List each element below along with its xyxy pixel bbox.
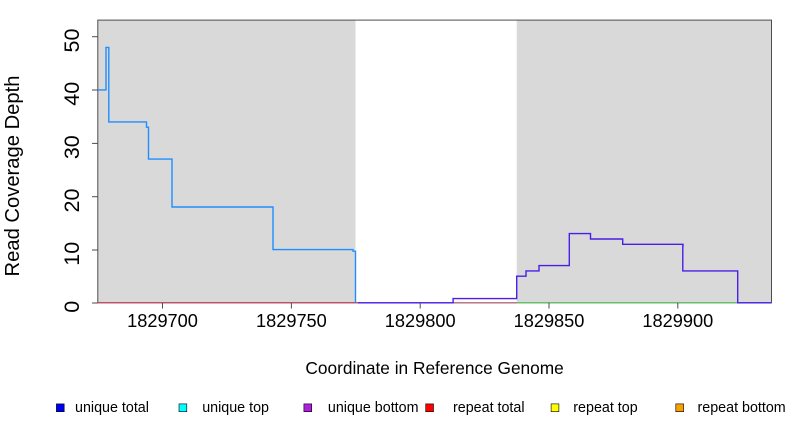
svg-text:Coordinate in Reference Genome: Coordinate in Reference Genome xyxy=(305,358,563,378)
svg-text:1829700: 1829700 xyxy=(127,311,198,331)
svg-text:unique bottom: unique bottom xyxy=(328,400,419,416)
svg-text:Read Coverage Depth: Read Coverage Depth xyxy=(2,76,24,277)
svg-text:unique top: unique top xyxy=(202,400,269,416)
svg-text:0: 0 xyxy=(60,301,84,313)
svg-text:1829750: 1829750 xyxy=(256,311,327,331)
svg-text:1829900: 1829900 xyxy=(642,311,713,331)
svg-text:repeat bottom: repeat bottom xyxy=(698,400,786,416)
svg-text:repeat total: repeat total xyxy=(453,400,525,416)
svg-text:1829850: 1829850 xyxy=(514,311,585,331)
svg-text:20: 20 xyxy=(60,189,84,213)
svg-text:50: 50 xyxy=(60,29,84,53)
svg-text:repeat top: repeat top xyxy=(573,400,637,416)
svg-text:40: 40 xyxy=(60,82,84,106)
svg-text:30: 30 xyxy=(60,135,84,159)
svg-text:10: 10 xyxy=(60,242,84,266)
svg-text:unique total: unique total xyxy=(75,400,149,416)
svg-text:1829800: 1829800 xyxy=(385,311,456,331)
